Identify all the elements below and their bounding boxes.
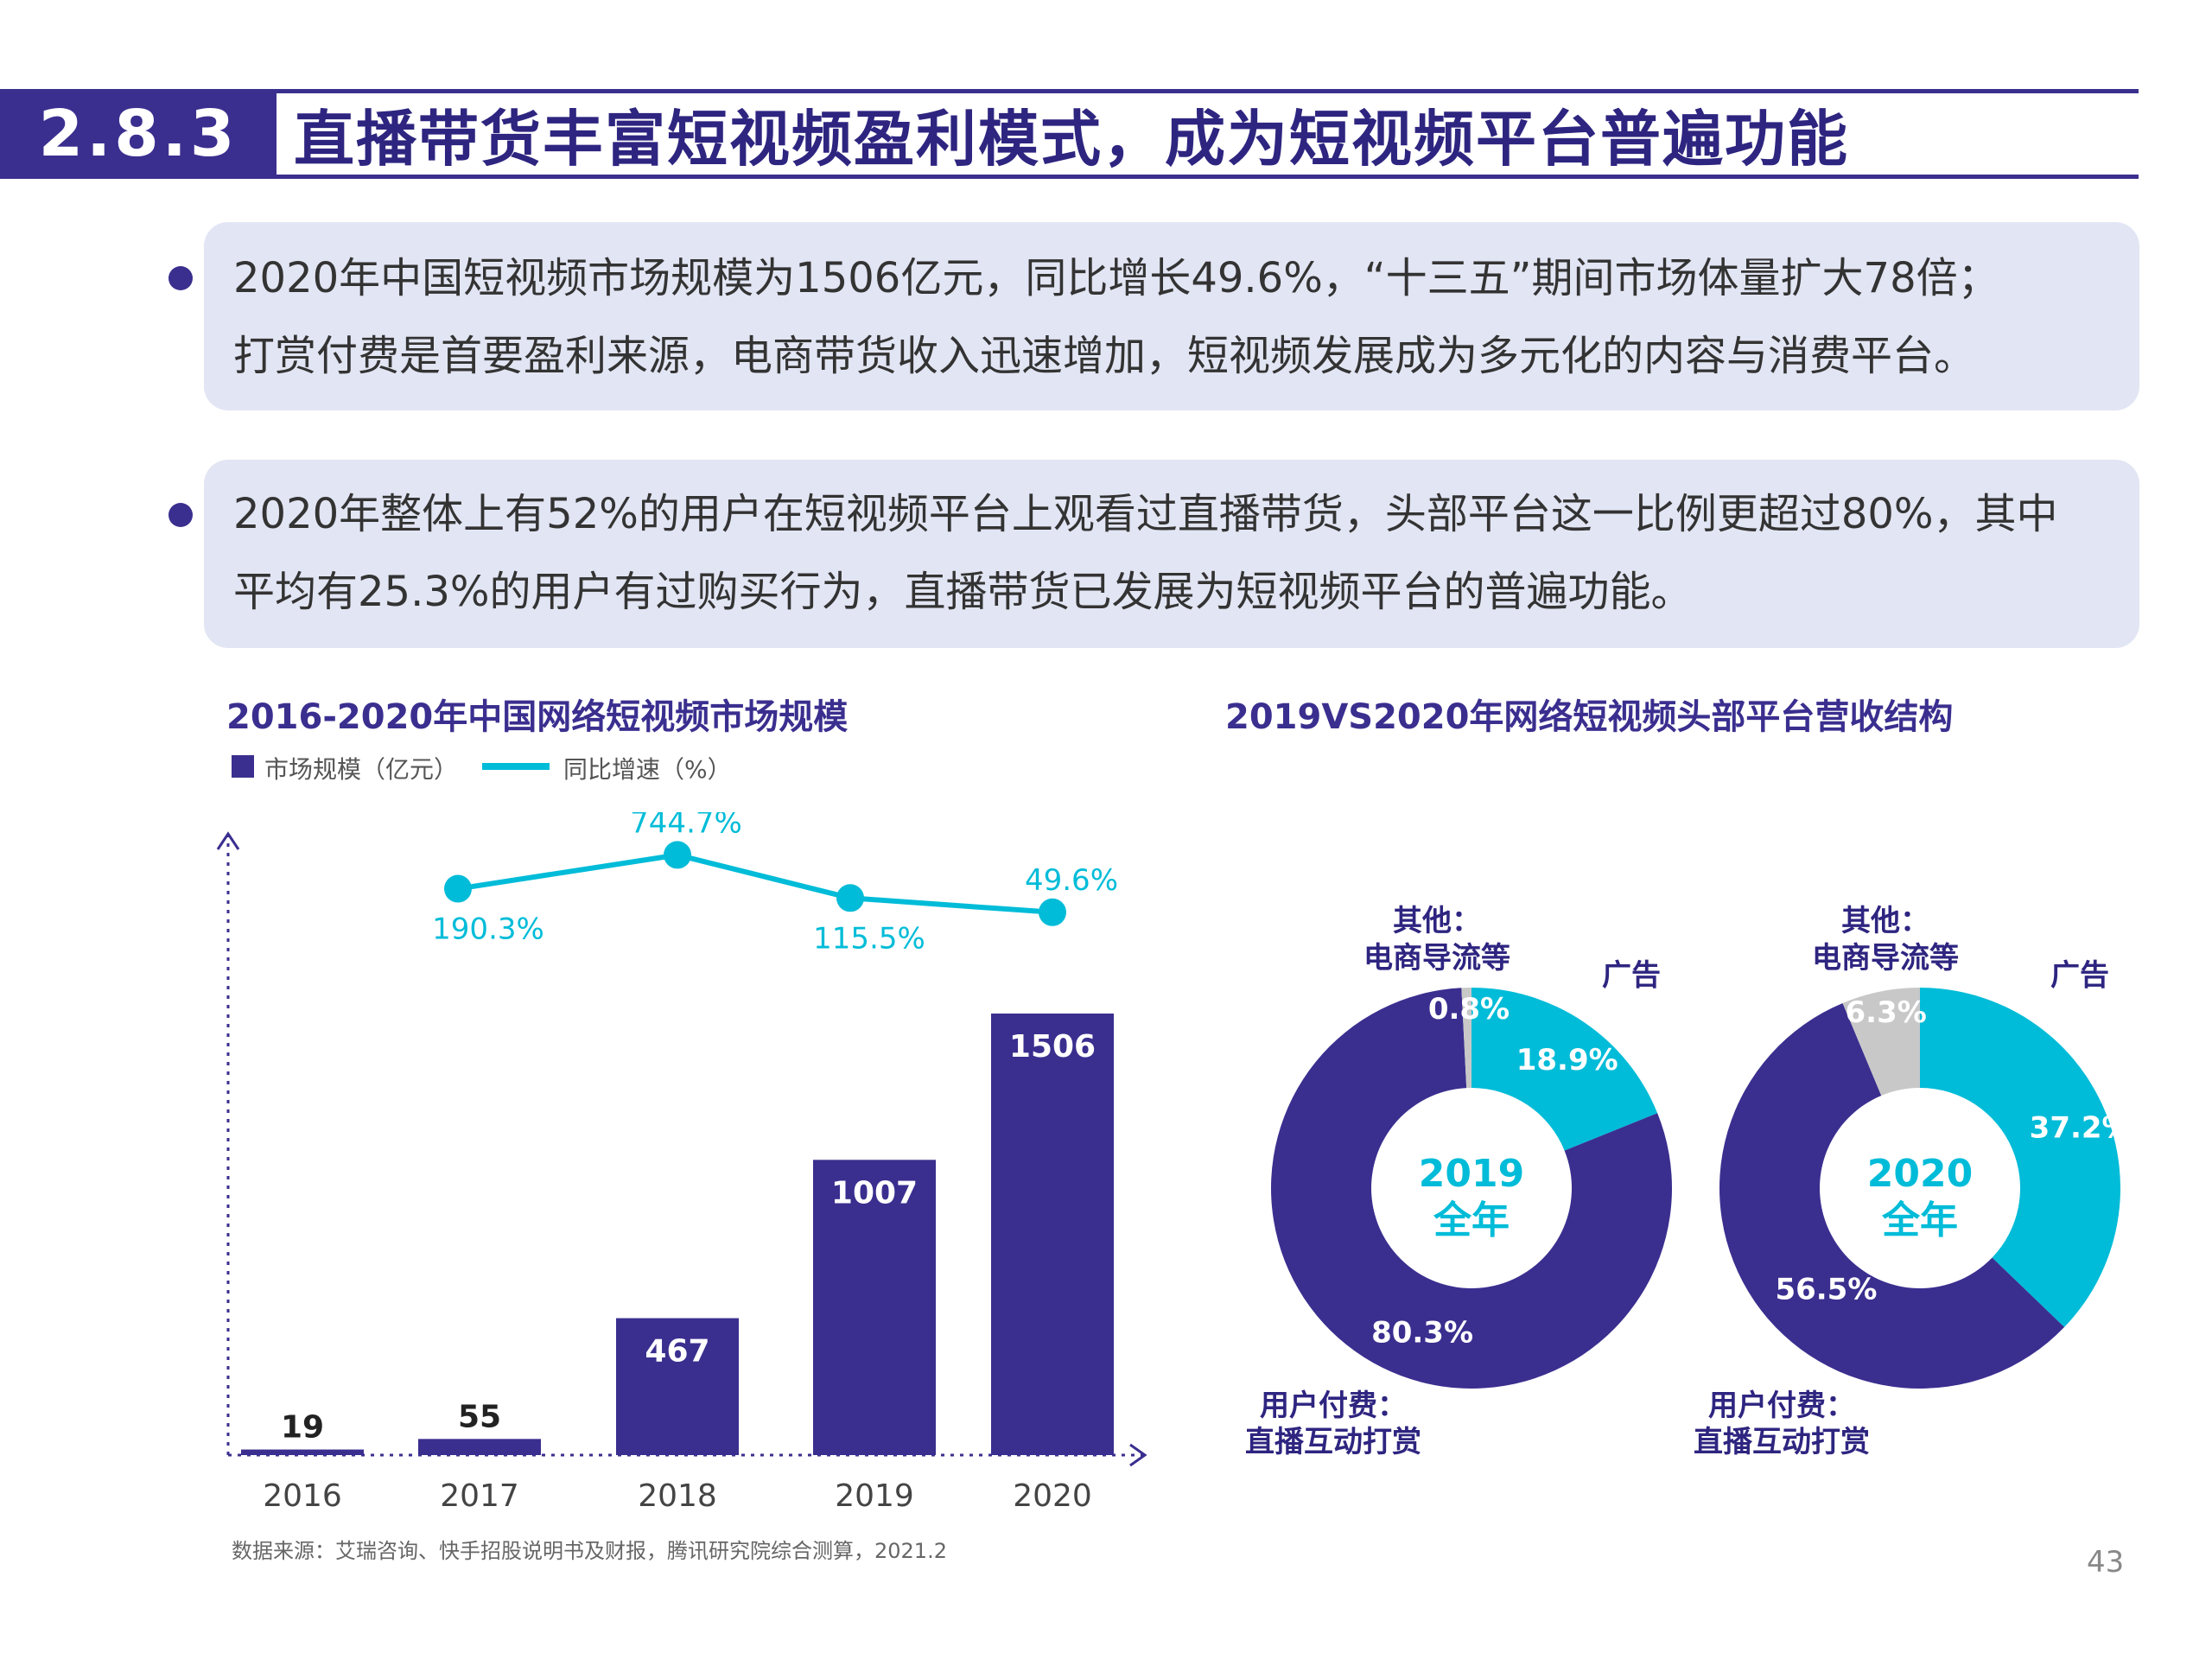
header-rule-top bbox=[276, 89, 2139, 93]
growth-point bbox=[444, 874, 472, 903]
bar-line-chart: 19 2016 55 2017 467 2018 1007 2019 1506 2020 190.… bbox=[216, 812, 1147, 1514]
donut-center-label: 全年 bbox=[1433, 1198, 1510, 1243]
donut-center-label: 全年 bbox=[1881, 1198, 1958, 1243]
donut-2019-slice-1 bbox=[1271, 988, 1672, 1389]
y-axis-arrow bbox=[216, 831, 240, 850]
label-user-line-1: 用户付费： bbox=[1708, 1389, 1855, 1423]
label-ad: 广告 bbox=[1602, 958, 1661, 993]
label-other-line-1: 其他： bbox=[1841, 904, 1929, 938]
donut-slice-label: 18.9% bbox=[1516, 1043, 1618, 1077]
growth-label: 115.5% bbox=[813, 921, 925, 956]
bar-2019 bbox=[813, 1160, 936, 1455]
growth-point bbox=[664, 841, 691, 869]
x-tick-label: 2019 bbox=[835, 1478, 914, 1514]
legend-line-swatch bbox=[482, 763, 550, 770]
bullet-1-line-1: 2020年中国短视频市场规模为1506亿元，同比增长49.6%，“十三五”期间市… bbox=[233, 254, 1999, 302]
donut-slice-label: 56.5% bbox=[1775, 1273, 1877, 1307]
x-tick-label: 2016 bbox=[263, 1478, 342, 1514]
donut-center-year: 2019 bbox=[1419, 1152, 1524, 1196]
growth-point bbox=[1039, 898, 1066, 926]
x-axis-arrow bbox=[1129, 1443, 1147, 1467]
bullet-box-1 bbox=[204, 222, 2139, 410]
bar-value-label: 55 bbox=[458, 1399, 501, 1434]
donut-2020-slice-1 bbox=[1719, 1002, 2065, 1389]
growth-point bbox=[836, 884, 864, 912]
donut-2019-slice-2 bbox=[1461, 988, 1471, 1089]
donut-slice-label: 37.2% bbox=[2030, 1111, 2132, 1146]
page-number: 43 bbox=[2087, 1545, 2125, 1580]
bullet-dot-2 bbox=[168, 503, 193, 527]
growth-label: 744.7% bbox=[630, 812, 742, 840]
label-user-line-2: 直播互动打赏 bbox=[1694, 1425, 1870, 1459]
label-other-line-2: 电商导流等 bbox=[1812, 941, 1959, 976]
donut-slice-label: 6.3% bbox=[1846, 995, 1927, 1030]
label-other-line-2: 电商导流等 bbox=[1363, 941, 1510, 976]
donut-2020-slice-0 bbox=[1920, 988, 2120, 1327]
bar-value-label: 1007 bbox=[831, 1175, 918, 1211]
label-ad: 广告 bbox=[2050, 958, 2109, 993]
legend-bar-label: 市场规模（亿元） bbox=[264, 755, 459, 784]
bullet-2-line-2: 平均有25.3%的用户有过购买行为，直播带货已发展为短视频平台的普遍功能。 bbox=[233, 568, 1693, 616]
growth-label: 49.6% bbox=[1025, 863, 1118, 898]
bar-2020 bbox=[991, 1014, 1114, 1455]
bullet-box-2 bbox=[204, 460, 2139, 648]
bar-value-label: 19 bbox=[281, 1410, 324, 1446]
bar-2018 bbox=[616, 1318, 739, 1455]
x-tick-label: 2020 bbox=[1013, 1478, 1092, 1514]
label-user-line-1: 用户付费： bbox=[1260, 1389, 1407, 1423]
donut-2020-slice-2 bbox=[1842, 988, 1920, 1096]
bar-chart-title: 2016-2020年中国网络短视频市场规模 bbox=[226, 697, 849, 737]
donut-2019-slice-0 bbox=[1471, 988, 1658, 1151]
label-user-line-2: 直播互动打赏 bbox=[1245, 1425, 1421, 1459]
bar-2016 bbox=[241, 1449, 364, 1455]
bullet-2-line-1: 2020年整体上有52%的用户在短视频平台上观看过直播带货，头部平台这一比例更超… bbox=[233, 490, 2058, 538]
donut-chart-title: 2019VS2020年网络短视频头部平台营收结构 bbox=[1225, 697, 1954, 737]
legend-line-label: 同比增速（%） bbox=[563, 755, 732, 784]
growth-line bbox=[457, 852, 1053, 915]
donut-slice-label: 0.8% bbox=[1428, 992, 1510, 1027]
section-number: 2.8.3 bbox=[0, 89, 276, 179]
donut-center-year: 2020 bbox=[1867, 1152, 1973, 1196]
x-tick-label: 2017 bbox=[440, 1478, 519, 1514]
label-other-line-1: 其他： bbox=[1393, 904, 1481, 938]
growth-label: 190.3% bbox=[432, 912, 544, 947]
bar-value-label: 467 bbox=[645, 1334, 709, 1370]
data-source: 数据来源：艾瑞咨询、快手招股说明书及财报，腾讯研究院综合测算，2021.2 bbox=[232, 1539, 947, 1563]
header-rule-bottom bbox=[276, 175, 2139, 179]
donut-slice-label: 80.3% bbox=[1371, 1316, 1473, 1351]
bullet-1-line-2: 打赏付费是首要盈利来源，电商带货收入迅速增加，短视频发展成为多元化的内容与消费平… bbox=[233, 332, 1976, 380]
bar-value-label: 1506 bbox=[1009, 1029, 1096, 1065]
legend-bar-swatch bbox=[232, 755, 254, 778]
x-tick-label: 2018 bbox=[638, 1478, 717, 1514]
bar-2017 bbox=[418, 1439, 541, 1455]
bullet-dot-1 bbox=[168, 266, 193, 290]
page-title: 直播带货丰富短视频盈利模式，成为短视频平台普遍功能 bbox=[294, 103, 1849, 175]
